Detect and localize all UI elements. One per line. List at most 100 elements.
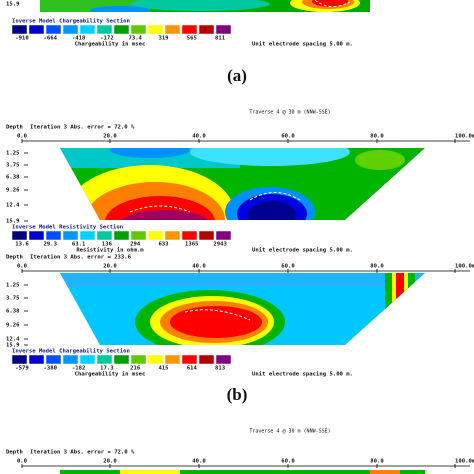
scale-label: 13.6 — [15, 242, 29, 248]
scale-label: -664 — [44, 36, 58, 42]
x-label: 40.0 — [192, 459, 206, 465]
color-swatch — [28, 24, 45, 35]
scale-label: 63.1 — [72, 242, 86, 248]
panel-label: (a) — [227, 66, 247, 85]
x-label: 40.0 — [192, 134, 206, 140]
color-swatch — [28, 230, 45, 241]
scale-label: 415 — [158, 366, 168, 372]
spacing-note: Unit electrode spacing 5.00 m. — [252, 372, 353, 378]
color-swatch — [164, 230, 181, 241]
depth-label: 6.38 — [6, 175, 20, 181]
x-label: 60.0 — [281, 134, 295, 140]
panel-title: Traverse 4 @ 30 m (NNW-SSE) — [249, 110, 330, 116]
color-swatch — [164, 24, 181, 35]
color-swatch — [130, 354, 147, 365]
color-swatch — [11, 24, 28, 35]
scale-label: 2943 — [213, 242, 226, 248]
depth-label: 1.25 — [6, 151, 19, 157]
color-swatch — [62, 24, 79, 35]
depth-label: 9.26 — [6, 323, 20, 329]
color-swatch — [147, 354, 164, 365]
color-swatch — [113, 24, 130, 35]
color-swatch — [198, 24, 215, 35]
iteration-note: Iteration 3 Abs. error = 72.0 % — [30, 125, 135, 131]
x-label: 20.0 — [103, 134, 117, 140]
section-b2-image — [60, 273, 425, 345]
color-swatch — [147, 230, 164, 241]
x-label: 0.0 — [17, 459, 28, 465]
scale-label: -172 — [100, 36, 113, 42]
color-swatch — [198, 354, 215, 365]
scale-label: 633 — [158, 242, 168, 248]
x-label: 60.0 — [281, 264, 295, 270]
color-swatch — [45, 24, 62, 35]
x-label: 0.0 — [17, 134, 28, 140]
depth-label: 15.9 — [6, 343, 20, 349]
color-swatch — [79, 354, 96, 365]
section-c-image — [60, 470, 425, 474]
scale-unit: Chargeability in msec — [75, 372, 146, 378]
color-swatch — [79, 24, 96, 35]
depth-word: Depth — [6, 125, 23, 131]
section-title: Inverse Model Resistivity Section — [12, 225, 123, 231]
iteration-note: Iteration 3 Abs. error = 233.6 — [30, 255, 132, 261]
color-swatch — [62, 230, 79, 241]
scale-label: -380 — [44, 366, 58, 372]
depth-label: 15.9 — [6, 2, 20, 8]
depth-label: 1.25 — [6, 283, 19, 289]
depth-label: 9.26 — [6, 188, 20, 194]
x-label: 40.0 — [192, 264, 206, 270]
x-label: 100.0m. — [455, 134, 474, 140]
depth-label: 6.38 — [6, 309, 20, 315]
scale-label: 29.3 — [44, 242, 57, 248]
color-swatch — [11, 230, 28, 241]
scale-label: 614 — [187, 366, 198, 372]
section-title: Inverse Model Chargeability Section — [12, 19, 130, 25]
color-swatch — [181, 24, 198, 35]
color-swatch — [62, 354, 79, 365]
scale-label: 811 — [215, 36, 226, 42]
depth-label: 12.4 — [6, 203, 20, 209]
color-swatch — [45, 354, 62, 365]
scale-label: 136 — [102, 242, 113, 248]
x-label: 0.0 — [17, 264, 28, 270]
scale-label: -579 — [15, 366, 29, 372]
depth-word: Depth — [6, 450, 23, 456]
color-swatch — [96, 354, 113, 365]
color-swatch — [181, 230, 198, 241]
depth-label: 3.75 — [6, 163, 19, 169]
spacing-note: Unit electrode spacing 5.00 m. — [252, 248, 353, 254]
depth-label: 12.4 — [6, 337, 20, 343]
scale-label: 73.4 — [128, 36, 142, 42]
panel-label: (b) — [227, 385, 248, 404]
scale-label: 319 — [158, 36, 169, 42]
scale-label: -182 — [72, 366, 85, 372]
color-swatch — [79, 230, 96, 241]
section-title: Inverse Model Chargeability Section — [12, 349, 130, 355]
scale-label: 216 — [130, 366, 141, 372]
depth-word: Depth — [6, 255, 23, 261]
color-swatch — [45, 230, 62, 241]
x-label: 80.0 — [370, 134, 384, 140]
x-label: 100.0m. — [455, 459, 474, 465]
color-swatch — [215, 354, 232, 365]
color-swatch — [96, 24, 113, 35]
x-label: 20.0 — [103, 459, 117, 465]
color-swatch — [198, 230, 215, 241]
scale-label: 294 — [130, 242, 141, 248]
x-label: 80.0 — [370, 459, 384, 465]
iteration-note: Iteration 3 Abs. error = 72.0 % — [30, 450, 135, 456]
color-swatch — [215, 230, 232, 241]
scale-unit: Resistivity in ohm.m — [76, 248, 144, 254]
section-b1-image — [60, 148, 425, 220]
color-swatch — [164, 354, 181, 365]
color-swatch — [113, 354, 130, 365]
color-swatch — [28, 354, 45, 365]
color-swatch — [11, 354, 28, 365]
depth-label: 15.9 — [6, 219, 20, 225]
x-label: 60.0 — [281, 459, 295, 465]
color-swatch — [130, 24, 147, 35]
color-swatch — [130, 230, 147, 241]
